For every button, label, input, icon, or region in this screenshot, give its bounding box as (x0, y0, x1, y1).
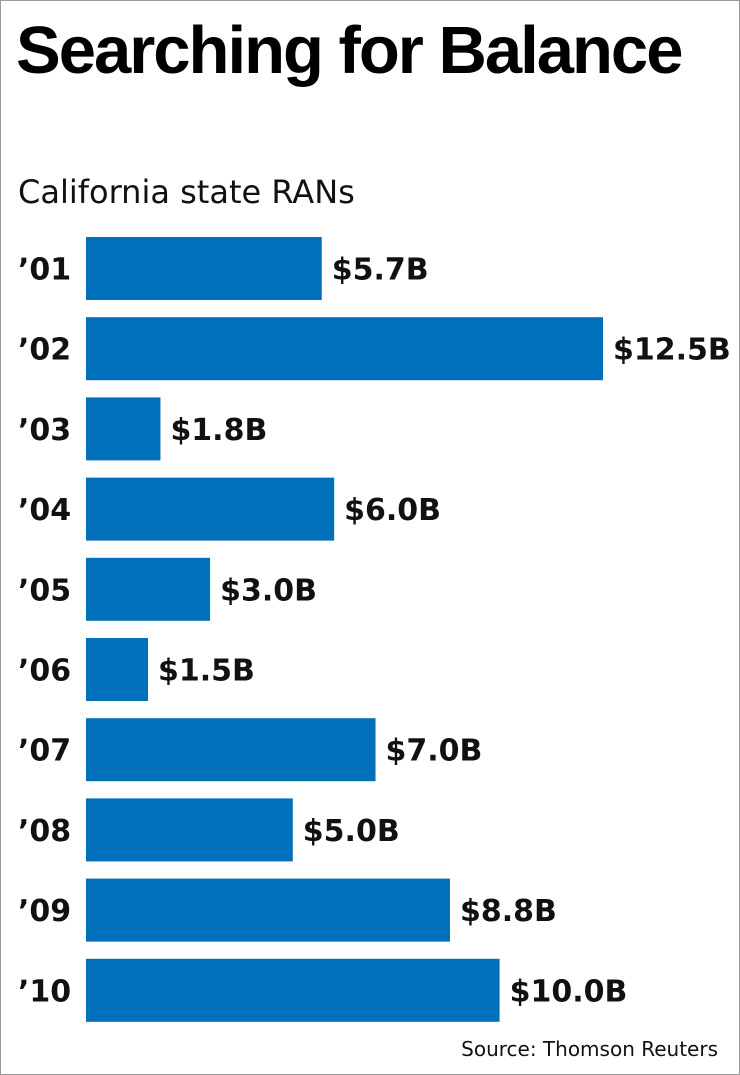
value-label: $5.0B (303, 814, 400, 849)
source-note: Source: Thomson Reuters (461, 1037, 718, 1061)
value-label: $7.0B (386, 734, 483, 769)
value-label: $3.0B (220, 573, 317, 608)
category-label: ’05 (18, 573, 71, 608)
value-label: $1.8B (170, 413, 267, 448)
value-label: $1.5B (158, 654, 255, 689)
chart-subtitle: California state RANs (18, 173, 355, 211)
value-label: $6.0B (344, 493, 441, 528)
category-label: ’06 (18, 654, 71, 689)
value-label: $5.7B (332, 253, 429, 288)
chart-title: Searching for Balance (16, 13, 683, 88)
bar (86, 397, 161, 461)
category-label: ’07 (18, 734, 71, 769)
category-label: ’09 (18, 894, 71, 929)
category-label: ’04 (18, 493, 71, 528)
bar (86, 958, 500, 1022)
bar (86, 878, 450, 942)
value-label: $8.8B (460, 894, 557, 929)
category-label: ’01 (18, 253, 71, 288)
bar (86, 477, 335, 541)
bar (86, 557, 211, 621)
bar (86, 237, 322, 300)
bar (86, 317, 603, 381)
value-label: $12.5B (613, 333, 731, 368)
category-label: ’02 (18, 333, 71, 368)
bar (86, 718, 376, 782)
category-label: ’08 (18, 814, 71, 849)
value-label: $10.0B (510, 974, 628, 1009)
category-label: ’03 (18, 413, 71, 448)
bar (86, 798, 293, 862)
category-label: ’10 (18, 974, 71, 1009)
bar (86, 638, 149, 701)
